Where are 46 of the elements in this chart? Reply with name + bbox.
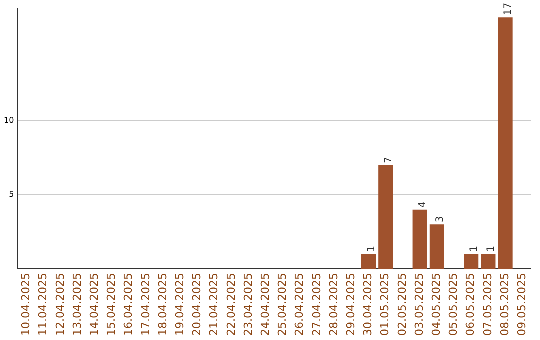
x-tick-label: 12.04.2025: [54, 273, 67, 336]
bar: [498, 18, 513, 270]
x-tick-label: 16.04.2025: [122, 273, 136, 336]
x-tick-label: 05.05.2025: [447, 273, 460, 336]
x-tick-label: 04.05.2025: [430, 273, 444, 336]
x-tick-label: 17.04.2025: [139, 273, 152, 336]
data-label: 4: [418, 202, 429, 208]
x-tick-label: 10.04.2025: [20, 273, 33, 336]
y-tick-label: 5: [9, 190, 14, 200]
x-tick-label: 27.04.2025: [310, 273, 324, 336]
y-tick-label: 10: [4, 116, 14, 126]
bar: [464, 254, 479, 270]
bar: [378, 166, 394, 270]
x-tick-label: 30.04.2025: [362, 273, 375, 336]
x-tick-label: 15.04.2025: [105, 273, 118, 336]
x-tick-label: 09.05.2025: [516, 273, 529, 336]
x-tick-label: 25.04.2025: [276, 273, 290, 336]
x-tick-label: 13.04.2025: [70, 273, 84, 336]
data-label: 1: [468, 246, 480, 252]
x-tick-label: 11.04.2025: [36, 273, 50, 336]
x-tick-label: 18.04.2025: [156, 273, 170, 336]
x-tick-label: 01.05.2025: [378, 273, 392, 336]
data-label: 7: [383, 157, 394, 164]
x-tick-label: 08.05.2025: [498, 273, 512, 336]
x-tick-label: 28.04.2025: [327, 273, 340, 336]
x-tick-label: 21.04.2025: [208, 273, 221, 336]
x-tick-label: 19.04.2025: [174, 273, 186, 336]
data-label: 17: [503, 2, 514, 16]
bar: [412, 210, 428, 270]
x-tick-label: 26.04.2025: [293, 273, 306, 336]
x-tick-label: 20.04.2025: [190, 273, 204, 336]
data-label: 3: [434, 216, 446, 223]
x-tick-label: 03.05.2025: [412, 273, 426, 336]
x-tick-label: 24.04.2025: [259, 273, 272, 336]
x-tick-label: 29.04.2025: [344, 273, 358, 336]
x-tick-label: 22.04.2025: [224, 273, 238, 336]
data-label: 1: [486, 246, 498, 252]
bar: [361, 254, 376, 270]
x-tick-label: 14.04.2025: [88, 273, 101, 336]
bar: [430, 224, 444, 270]
x-tick-label: 06.05.2025: [464, 273, 478, 336]
x-tick-label: 23.04.2025: [242, 273, 255, 336]
bar: [481, 254, 496, 270]
x-tick-label: 02.05.2025: [396, 273, 409, 336]
data-label: 1: [366, 246, 378, 252]
x-tick-label: 07.05.2025: [481, 273, 494, 336]
